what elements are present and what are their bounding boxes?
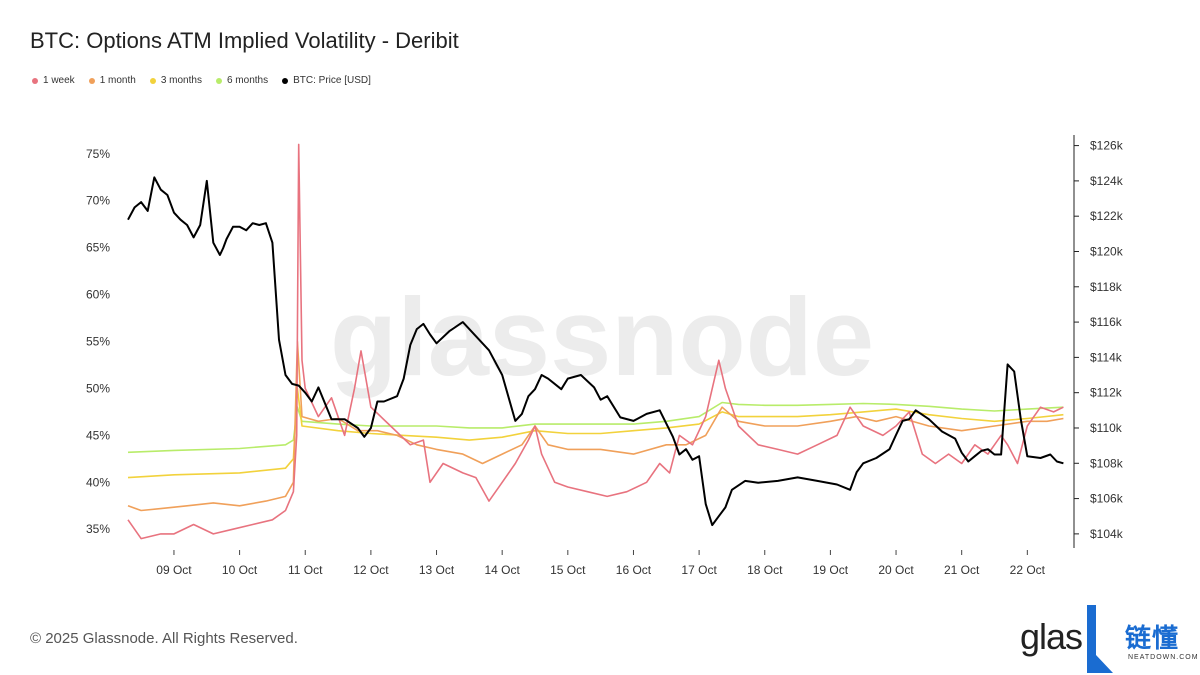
y-left-tick-label: 60% xyxy=(86,288,110,302)
y-right-tick-label: $110k xyxy=(1090,421,1123,435)
series-line-3-months[interactable] xyxy=(127,387,1064,479)
y-right-tick-label: $118k xyxy=(1090,280,1123,294)
legend-label-3-months: 3 months xyxy=(160,75,202,86)
logo-sub-text: NEATDOWN.COM xyxy=(1128,654,1199,661)
legend-dot-btc-price xyxy=(282,77,289,84)
y-right-tick-label: $126k xyxy=(1090,139,1124,153)
x-tick-label: 19 Oct xyxy=(813,563,849,577)
y-right-tick-label: $124k xyxy=(1090,174,1124,188)
logo-cn-text: 链懂 xyxy=(1125,623,1180,653)
y-right-tick-label: $104k xyxy=(1090,527,1124,541)
y-left-tick-label: 55% xyxy=(86,335,110,349)
legend-item-6-months[interactable]: 6 months xyxy=(215,75,269,86)
y-right-tick-label: $120k xyxy=(1090,244,1124,258)
chart-title: BTC: Options ATM Implied Volatility - De… xyxy=(30,28,459,53)
x-tick-label: 11 Oct xyxy=(288,563,323,577)
series-line-1-week[interactable] xyxy=(127,143,1064,540)
x-tick-label: 09 Oct xyxy=(156,563,192,577)
legend-dot-1-month xyxy=(88,77,95,84)
legend-item-1-month[interactable]: 1 month xyxy=(88,75,136,86)
x-tick-label: 22 Oct xyxy=(1010,563,1046,577)
x-tick-label: 13 Oct xyxy=(419,563,455,577)
copyright-text: © 2025 Glassnode. All Rights Reserved. xyxy=(30,630,298,647)
ticks-layer: 35% 40% 45% 50% 55% 60% 65% 70% 75% $104k $106k $10… xyxy=(86,139,1124,577)
legend-label-6-months: 6 months xyxy=(226,75,269,86)
y-left-tick-label: 70% xyxy=(86,194,110,208)
y-left-tick-label: 75% xyxy=(86,147,110,161)
x-tick-label: 17 Oct xyxy=(681,563,717,577)
x-tick-label: 16 Oct xyxy=(616,563,652,577)
legend-label-1-month: 1 month xyxy=(99,75,136,86)
logo-text: glas xyxy=(1020,616,1083,657)
y-right-tick-label: $112k xyxy=(1090,386,1123,400)
logo-mark-icon xyxy=(1083,603,1115,675)
y-left-tick-label: 65% xyxy=(86,241,110,255)
x-tick-label: 21 Oct xyxy=(944,563,980,577)
chart-legend: 1 week 1 month 3 months 6 months BTC: Pr… xyxy=(32,75,371,86)
y-right-tick-label: $108k xyxy=(1090,456,1124,470)
legend-dot-3-months xyxy=(149,77,156,84)
y-left-tick-label: 45% xyxy=(86,428,110,442)
y-left-tick-label: 40% xyxy=(86,475,110,489)
y-right-tick-label: $116k xyxy=(1090,315,1123,329)
watermark: glassnode xyxy=(330,276,874,399)
y-left-tick-label: 50% xyxy=(86,381,110,395)
series-line-6-months[interactable] xyxy=(127,401,1064,454)
series-line-1-month[interactable] xyxy=(127,340,1064,512)
x-tick-label: 20 Oct xyxy=(878,563,914,577)
legend-dot-6-months xyxy=(215,77,222,84)
y-left-tick-label: 35% xyxy=(86,522,110,536)
legend-label-1-week: 1 week xyxy=(43,75,75,86)
legend-label-btc-price: BTC: Price [USD] xyxy=(293,75,371,86)
x-tick-label: 12 Oct xyxy=(353,563,389,577)
legend-dot-1-week xyxy=(32,77,38,84)
series-layer xyxy=(127,143,1064,540)
y-right-tick-label: $114k xyxy=(1090,350,1123,364)
y-right-tick-label: $122k xyxy=(1090,209,1124,223)
series-line-btc-price-usd[interactable] xyxy=(127,176,1064,527)
x-tick-label: 15 Oct xyxy=(550,563,586,577)
legend-item-3-months[interactable]: 3 months xyxy=(149,75,202,86)
x-tick-label: 18 Oct xyxy=(747,563,783,577)
x-tick-label: 14 Oct xyxy=(484,563,520,577)
y-right-tick-label: $106k xyxy=(1090,492,1124,506)
x-tick-label: 10 Oct xyxy=(222,563,258,577)
legend-item-btc-price[interactable]: BTC: Price [USD] xyxy=(282,75,371,86)
legend-item-1-week[interactable]: 1 week xyxy=(32,75,75,86)
